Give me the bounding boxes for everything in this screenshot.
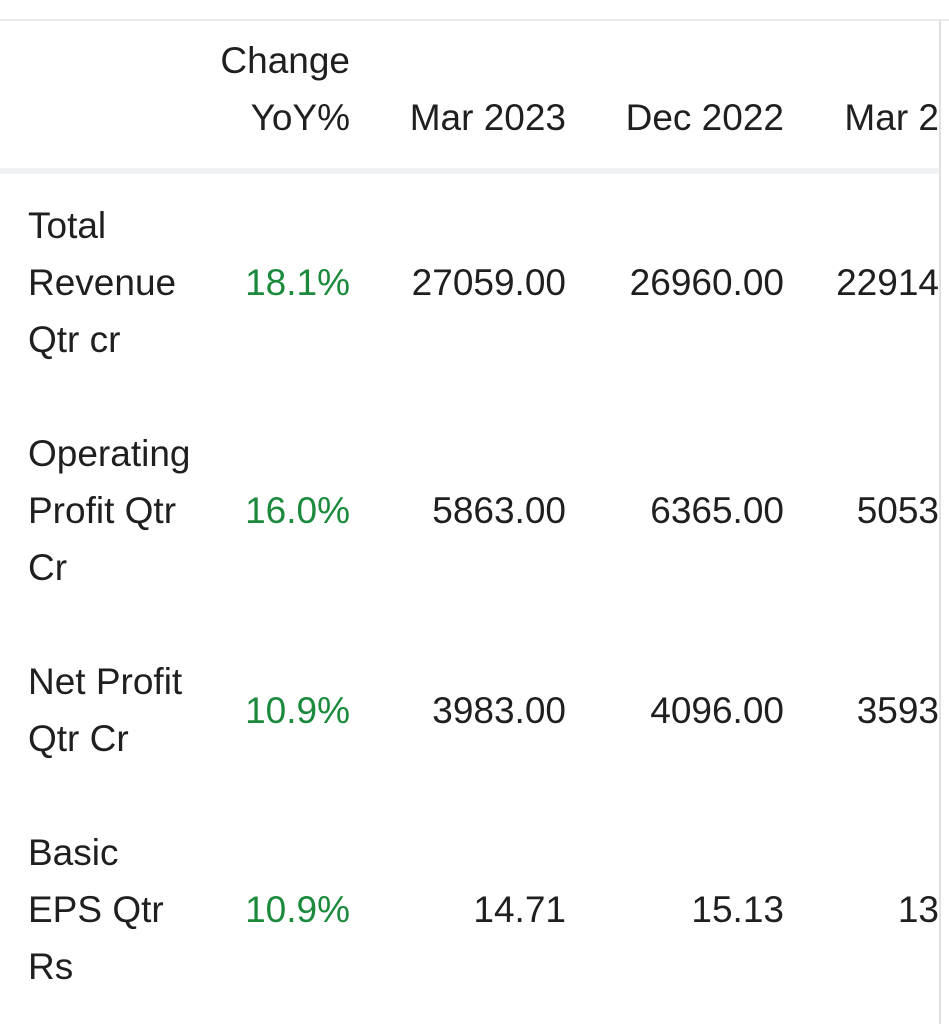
row-label-line: Revenue xyxy=(28,262,177,303)
row-label-line: Total xyxy=(28,205,107,246)
row-label-line: Qtr Cr xyxy=(28,718,129,759)
table-body: Total Revenue Qtr cr 18.1% 27059.00 2696… xyxy=(0,174,939,1024)
change-yoy-value: 16.0% xyxy=(245,490,350,531)
quarterly-financials-table: Change YoY% Mar 2023 Dec 2022 Mar 2 Tota… xyxy=(0,21,939,1024)
top-divider-line xyxy=(0,19,949,21)
mar-2022-value-clipped: 3593 xyxy=(856,689,939,731)
row-label-line: EPS Qtr xyxy=(28,889,164,930)
change-yoy-value: 10.9% xyxy=(245,689,350,731)
row-label-line: Operating xyxy=(28,433,191,474)
mar-2023-value: 27059.00 xyxy=(411,262,566,303)
table-row-basic-eps: Basic EPS Qtr Rs 10.9% 14.71 15.13 13 xyxy=(0,824,939,995)
row-label-line: Profit Qtr xyxy=(28,490,177,531)
table-row-net-profit: Net Profit Qtr Cr 10.9% 3983.00 4096.00 … xyxy=(0,653,939,767)
financials-table-viewport[interactable]: Change YoY% Mar 2023 Dec 2022 Mar 2 Tota… xyxy=(0,21,941,1024)
header-change-line2: YoY% xyxy=(250,97,350,138)
header-dec-2022: Dec 2022 xyxy=(625,97,784,138)
dec-2022-value: 6365.00 xyxy=(650,490,784,531)
row-label: Basic EPS Qtr Rs xyxy=(0,824,200,995)
mar-2023-value: 3983.00 xyxy=(432,689,566,731)
change-yoy-value: 18.1% xyxy=(245,262,350,303)
header-mar-2022-clipped: Mar 2 xyxy=(844,97,939,138)
header-mar-2023: Mar 2023 xyxy=(409,97,566,138)
mar-2022-value-clipped: 5053 xyxy=(856,490,939,531)
row-label-line: Cr xyxy=(28,547,68,588)
mar-2023-value: 14.71 xyxy=(473,889,566,930)
table-row-total-revenue: Total Revenue Qtr cr 18.1% 27059.00 2696… xyxy=(0,197,939,368)
table-header-row: Change YoY% Mar 2023 Dec 2022 Mar 2 xyxy=(0,21,939,174)
mar-2023-value: 5863.00 xyxy=(432,490,566,531)
dec-2022-value: 26960.00 xyxy=(629,262,784,303)
header-change-line1: Change xyxy=(220,40,350,81)
mar-2022-value-clipped: 22914 xyxy=(836,262,939,303)
row-label-line: Basic xyxy=(28,832,119,873)
table-row-operating-profit: Operating Profit Qtr Cr 16.0% 5863.00 63… xyxy=(0,425,939,596)
row-label-line: Qtr cr xyxy=(28,319,121,360)
row-label: Total Revenue Qtr cr xyxy=(0,197,200,368)
row-label: Operating Profit Qtr Cr xyxy=(0,425,200,596)
header-corner-cell xyxy=(0,146,200,168)
dec-2022-value: 15.13 xyxy=(691,889,784,930)
row-label-line: Net Profit xyxy=(28,661,183,702)
header-change-yoy: Change YoY% xyxy=(200,32,350,168)
row-label: Net Profit Qtr Cr xyxy=(0,653,200,767)
dec-2022-value: 4096.00 xyxy=(650,689,784,731)
change-yoy-value: 10.9% xyxy=(245,889,350,930)
mar-2022-value-clipped: 13 xyxy=(897,889,939,930)
row-label-line: Rs xyxy=(28,946,74,987)
top-spacer xyxy=(0,0,949,19)
